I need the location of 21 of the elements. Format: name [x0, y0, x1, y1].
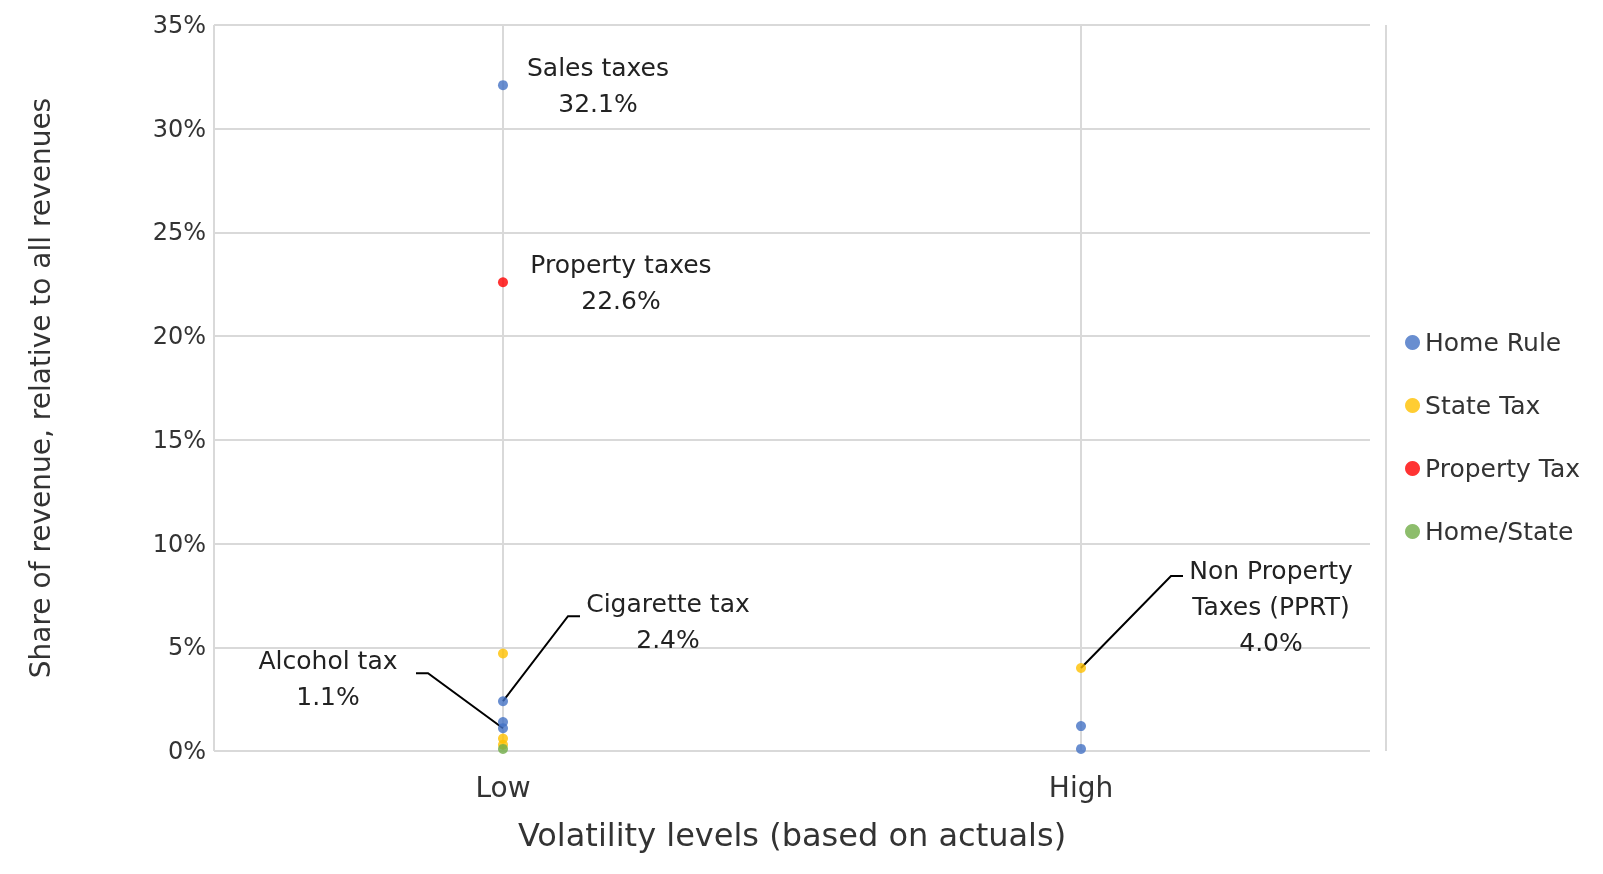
annotation: Cigarette tax 2.4%	[586, 588, 750, 654]
y-tick-label: 20%	[152, 322, 206, 351]
y-tick-label: 5%	[167, 633, 206, 662]
legend-label: Home Rule	[1425, 328, 1562, 357]
annotation: Property taxes 22.6%	[530, 249, 712, 315]
x-tick-label: Low	[475, 770, 531, 804]
y-tick-label: 25%	[152, 218, 206, 247]
legend-label: State Tax	[1425, 391, 1541, 420]
y-tick-label: 0%	[167, 737, 206, 765]
annotation: Alcohol tax 1.1%	[258, 645, 398, 711]
legend-label: Property Tax	[1425, 454, 1580, 483]
y-tick-label: 30%	[152, 114, 206, 143]
annotation: Non Property Taxes (PPRT) 4.0%	[1189, 555, 1353, 657]
y-tick-label: 35%	[152, 11, 206, 39]
x-axis-title: Volatility levels (based on actuals)	[517, 816, 1067, 854]
legend-label: Home/State	[1425, 517, 1574, 546]
annotation: Sales taxes 32.1%	[526, 52, 670, 118]
y-axis-title: Share of revenue, relative to all revenues	[23, 97, 57, 679]
y-tick-label: 15%	[152, 425, 206, 454]
x-tick-label: High	[1048, 770, 1114, 804]
y-tick-label: 10%	[152, 529, 206, 558]
